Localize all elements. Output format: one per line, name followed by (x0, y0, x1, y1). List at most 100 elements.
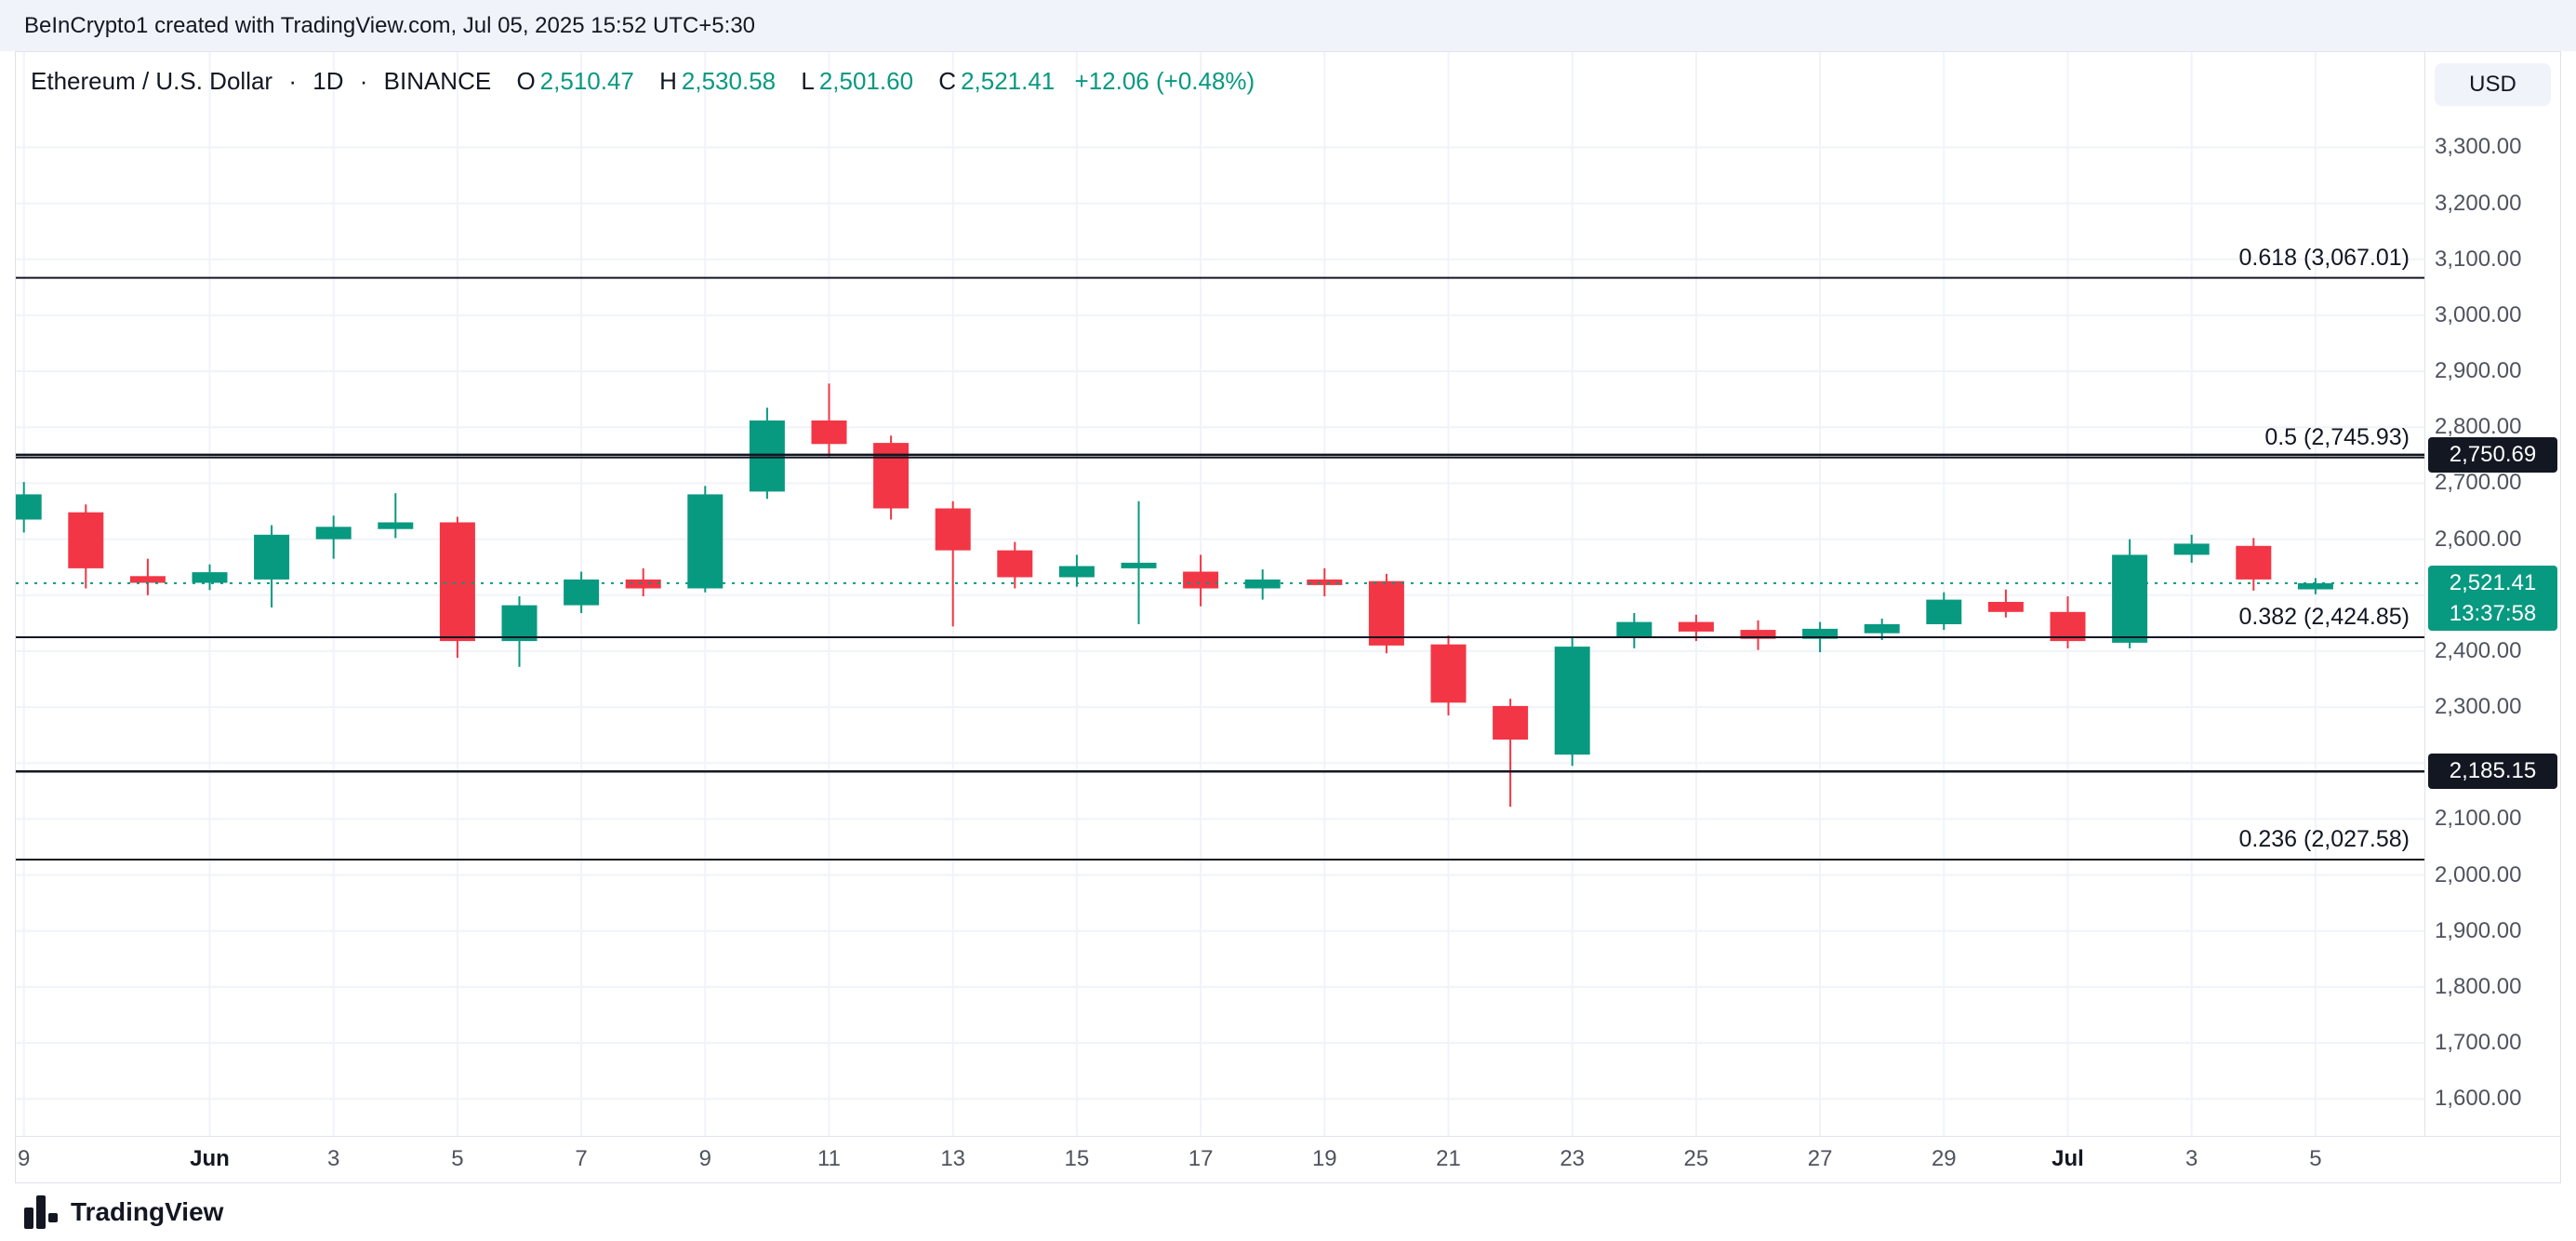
candle-body[interactable] (1307, 579, 1343, 585)
high-value: 2,530.58 (681, 67, 777, 95)
candle-body[interactable] (439, 522, 475, 642)
price-axis[interactable]: USD 3,300.00 3,200.00 3,100.00 3,000.00 2,90… (2424, 52, 2560, 1136)
tradingview-logo-icon[interactable] (24, 1195, 60, 1229)
time-label-day: 23 (1560, 1146, 1586, 1171)
candle-body[interactable] (2236, 545, 2272, 580)
candle-body[interactable] (811, 420, 847, 445)
candle-body[interactable] (1430, 644, 1467, 703)
tradingview-wordmark[interactable]: TradingView (71, 1197, 224, 1226)
candle-body[interactable] (749, 420, 785, 492)
attribution-bar: BeInCrypto1 created with TradingView.com… (0, 0, 2576, 51)
time-label-day: 3 (327, 1146, 340, 1171)
open-label: O (516, 67, 536, 95)
exchange-name[interactable]: BINANCE (383, 67, 492, 95)
bar-countdown: 13:37:58 (2449, 600, 2537, 626)
candle-body[interactable] (1183, 571, 1219, 589)
candlestick-chart[interactable] (16, 52, 2424, 1136)
price-tick: 1,800.00 (2435, 973, 2522, 999)
candle-body[interactable] (1368, 580, 1404, 646)
price-tick: 3,200.00 (2435, 190, 2522, 216)
price-tick: 2,100.00 (2435, 806, 2522, 832)
price-tick: 1,900.00 (2435, 917, 2522, 943)
current-price-value: 2,521.41 (2449, 569, 2537, 595)
currency-chip[interactable]: USD (2435, 63, 2551, 106)
candle-body[interactable] (68, 512, 104, 568)
price-tick: 3,000.00 (2435, 301, 2522, 327)
time-label-day: 15 (1064, 1146, 1090, 1171)
symbol-name[interactable]: Ethereum / U.S. Dollar (31, 67, 273, 95)
price-line-badge: 2,750.69 (2428, 436, 2557, 473)
candle-body[interactable] (1740, 630, 1776, 639)
time-label-day: 17 (1188, 1146, 1214, 1171)
plot-area[interactable]: 0.618 (3,067.01) 0.5 (2,745.93) 0.382 (2,4… (16, 52, 2424, 1136)
candle-body[interactable] (378, 522, 414, 529)
candle-body[interactable] (129, 576, 166, 583)
separator-dot: · (288, 67, 297, 95)
price-tick: 2,800.00 (2435, 414, 2522, 440)
candle-body[interactable] (935, 508, 971, 551)
time-label-day: 7 (575, 1146, 588, 1171)
candle-body[interactable] (1678, 621, 1714, 632)
attribution-text: BeInCrypto1 created with TradingView.com… (24, 12, 756, 38)
candle-body[interactable] (1058, 566, 1095, 578)
price-tick: 3,300.00 (2435, 134, 2522, 160)
candle-body[interactable] (192, 572, 228, 583)
time-label-day: 25 (1683, 1146, 1709, 1171)
time-label-day: 3 (2185, 1146, 2198, 1171)
time-label-day: 21 (1436, 1146, 1461, 1171)
candle-body[interactable] (1987, 602, 2024, 612)
price-tick: 2,900.00 (2435, 358, 2522, 384)
price-tick: 3,100.00 (2435, 246, 2522, 272)
interval-value[interactable]: 1D (312, 67, 344, 95)
price-tick: 1,600.00 (2435, 1086, 2522, 1112)
time-label-day: 11 (817, 1146, 841, 1171)
price-tick: 1,700.00 (2435, 1030, 2522, 1056)
price-tick: 2,400.00 (2435, 637, 2522, 663)
price-tick: 2,000.00 (2435, 861, 2522, 887)
candle-body[interactable] (2173, 543, 2210, 555)
candle-body[interactable] (1554, 647, 1590, 755)
time-label-month: Jun (190, 1146, 230, 1171)
currency-label: USD (2469, 72, 2516, 97)
time-label-month: Jul (2052, 1146, 2084, 1171)
time-label-day: 5 (451, 1146, 464, 1171)
candle-body[interactable] (1121, 562, 1157, 568)
high-label: H (659, 67, 677, 95)
close-label: C (938, 67, 957, 95)
low-label: L (801, 67, 815, 95)
candle-body[interactable] (625, 579, 661, 589)
candle-body[interactable] (315, 527, 352, 540)
candle-body[interactable] (2050, 611, 2086, 642)
price-line-badge: 2,185.15 (2428, 754, 2557, 790)
change-value: +12.06 (+0.48%) (1074, 67, 1255, 95)
time-label-day: 9 (698, 1146, 711, 1171)
candle-body[interactable] (501, 605, 538, 642)
time-label-day: 19 (1311, 1146, 1337, 1171)
close-value: 2,521.41 (961, 67, 1056, 95)
candle-body[interactable] (997, 550, 1033, 578)
candle-body[interactable] (687, 494, 724, 589)
footer: TradingView (0, 1183, 2576, 1241)
candle-body[interactable] (2112, 554, 2148, 643)
time-axis[interactable]: 9 Jun 3 5 7 9 11 13 15 17 19 21 23 25 27 29 Jul 3 5 (16, 1136, 2560, 1182)
price-tick: 2,600.00 (2435, 526, 2522, 552)
candle-body[interactable] (1926, 599, 1962, 624)
time-label-day: 5 (2309, 1146, 2322, 1171)
separator-dot: · (359, 67, 368, 95)
low-value: 2,501.60 (818, 67, 914, 95)
candle-body[interactable] (1864, 624, 1900, 634)
candle-body[interactable] (1493, 705, 1529, 740)
open-value: 2,510.47 (539, 67, 634, 95)
candle-body[interactable] (2297, 582, 2333, 590)
price-tick: 2,700.00 (2435, 470, 2522, 496)
candle-body[interactable] (16, 494, 42, 520)
candle-body[interactable] (1616, 621, 1653, 637)
candle-body[interactable] (873, 443, 910, 509)
price-tick: 2,300.00 (2435, 694, 2522, 720)
time-label-day: 9 (18, 1146, 31, 1171)
candle-body[interactable] (254, 534, 290, 580)
time-label-day: 29 (1931, 1146, 1957, 1171)
chart-panel: 0.618 (3,067.01) 0.5 (2,745.93) 0.382 (2,4… (15, 51, 2561, 1183)
candle-body[interactable] (1802, 628, 1839, 639)
